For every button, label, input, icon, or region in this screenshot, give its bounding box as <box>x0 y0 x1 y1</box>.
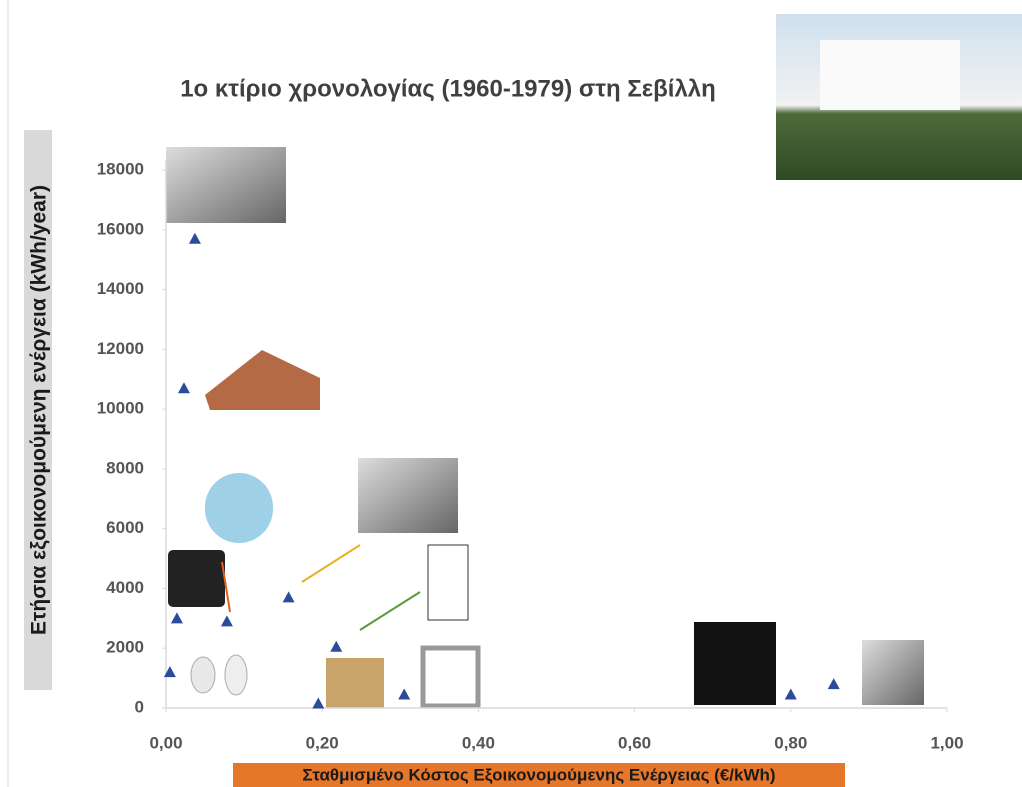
data-point <box>785 689 797 700</box>
x-tick-label: 1,00 <box>930 733 963 752</box>
y-tick-label: 0 <box>135 697 144 716</box>
data-point <box>330 641 342 652</box>
y-tick-label: 8000 <box>106 458 144 477</box>
boiler-diagram <box>428 545 468 620</box>
wall-insulation-image <box>358 458 458 533</box>
data-point <box>178 382 190 393</box>
window-image <box>423 648 478 706</box>
bulb-image <box>225 655 247 695</box>
data-point <box>221 615 233 626</box>
ac-unit-photo <box>166 147 286 223</box>
y-tick-label: 10000 <box>97 399 144 418</box>
data-point <box>171 612 183 623</box>
y-tick-label: 14000 <box>97 279 144 298</box>
data-point <box>828 678 840 689</box>
arrow <box>360 592 420 630</box>
x-tick-label: 0,60 <box>618 733 651 752</box>
solar-image <box>205 473 273 543</box>
y-tick-label: 16000 <box>97 219 144 238</box>
data-point <box>283 591 295 602</box>
pellet-boiler-image <box>694 622 776 705</box>
x-tick-label: 0,80 <box>774 733 807 752</box>
arrow <box>302 545 360 582</box>
data-point <box>312 698 324 709</box>
chart-title: 1ο κτίριο χρονολογίας (1960-1979) στη Σε… <box>180 75 716 102</box>
x-tick-label: 0,40 <box>462 733 495 752</box>
x-axis-label: Σταθμισμένο Κόστος Εξοικονομούμενης Ενέρ… <box>302 765 775 784</box>
roof-insulation-image <box>205 350 320 410</box>
y-tick-label: 2000 <box>106 638 144 657</box>
y-tick-label: 6000 <box>106 518 144 537</box>
attic-image <box>326 658 384 708</box>
x-tick-label: 0,20 <box>306 733 339 752</box>
page: 1ο κτίριο χρονολογίας (1960-1979) στη Σε… <box>0 0 1022 787</box>
thermostat-image <box>168 550 225 607</box>
bulb-image <box>191 657 215 693</box>
y-tick-label: 4000 <box>106 578 144 597</box>
data-point <box>398 689 410 700</box>
x-tick-label: 0,00 <box>149 733 182 752</box>
boiler-image <box>862 640 924 705</box>
data-point <box>189 233 201 244</box>
y-tick-label: 12000 <box>97 339 144 358</box>
y-axis-label: Ετήσια εξοικονομούμενη ενέργεια (kWh/yea… <box>28 185 51 635</box>
y-tick-label: 18000 <box>97 159 144 178</box>
building-photo <box>820 40 960 110</box>
chart: 1ο κτίριο χρονολογίας (1960-1979) στη Σε… <box>0 0 1022 787</box>
